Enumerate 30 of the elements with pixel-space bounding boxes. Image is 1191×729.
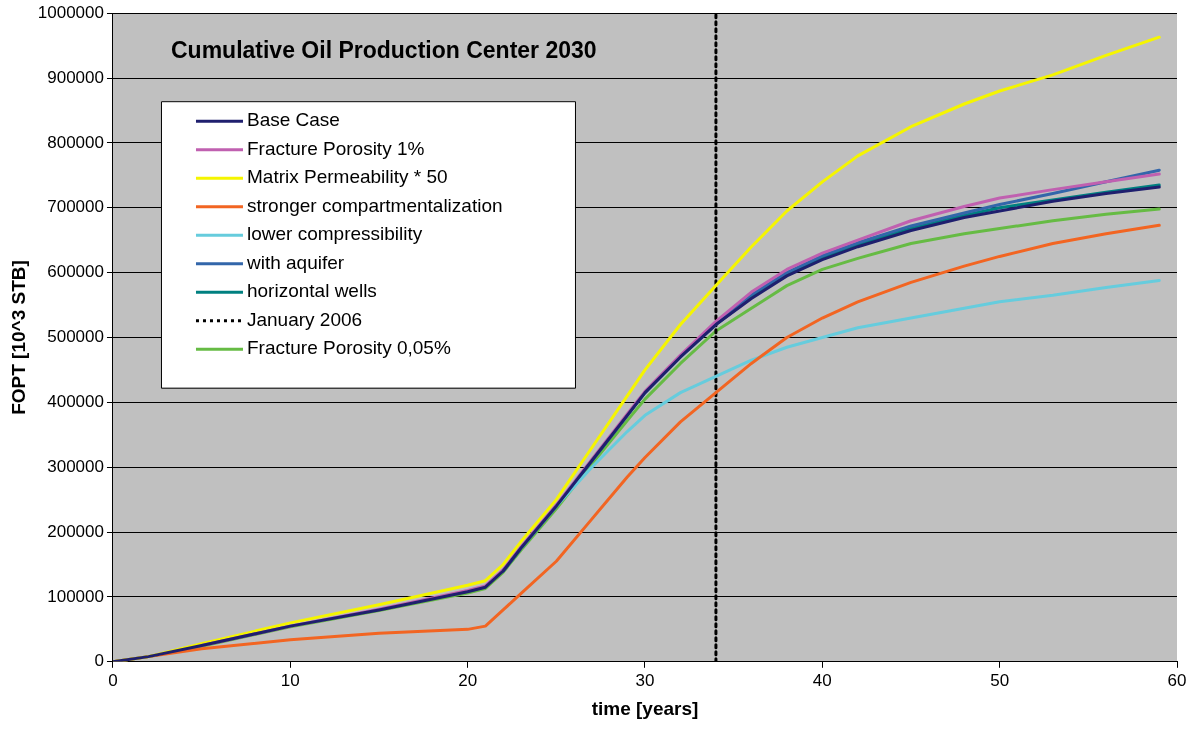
legend-label: Fracture Porosity 0,05% (246, 337, 451, 359)
y-tick-label: 0 (94, 651, 104, 671)
legend-label: Base Case (246, 109, 340, 131)
y-tick-label: 500000 (47, 327, 104, 347)
legend-label: January 2006 (246, 308, 363, 330)
y-tick-label: 600000 (47, 262, 104, 282)
x-tick-label: 20 (458, 670, 478, 690)
legend-label: Fracture Porosity 1% (246, 137, 425, 159)
legend-label: with aquifer (245, 251, 345, 273)
y-tick-label: 800000 (47, 132, 104, 152)
y-tick-label: 200000 (47, 521, 104, 541)
legend-label: Matrix Permeability * 50 (246, 166, 448, 188)
x-tick-label: 30 (635, 670, 655, 690)
x-tick-label: 0 (108, 670, 118, 690)
legend-label: lower compressibility (246, 223, 423, 245)
y-axis-title: FOPT [10^3 STB] (7, 260, 29, 415)
y-tick-label: 900000 (47, 67, 104, 87)
y-tick-label: 300000 (47, 456, 104, 476)
x-tick-label: 40 (812, 670, 832, 690)
x-tick-label: 10 (280, 670, 300, 690)
text: Cumulative Oil Production Center 2030 (170, 36, 597, 63)
y-tick-label: 1000000 (37, 2, 104, 22)
y-tick-label: 400000 (47, 392, 104, 412)
x-tick-label: 50 (990, 670, 1010, 690)
y-tick-label: 100000 (47, 586, 104, 606)
x-axis-title: time [years] (591, 697, 699, 719)
y-tick-label: 700000 (47, 197, 104, 217)
x-tick-label: 60 (1167, 670, 1187, 690)
legend-label: horizontal wells (246, 280, 377, 302)
legend-label: stronger compartmentalization (246, 194, 503, 216)
